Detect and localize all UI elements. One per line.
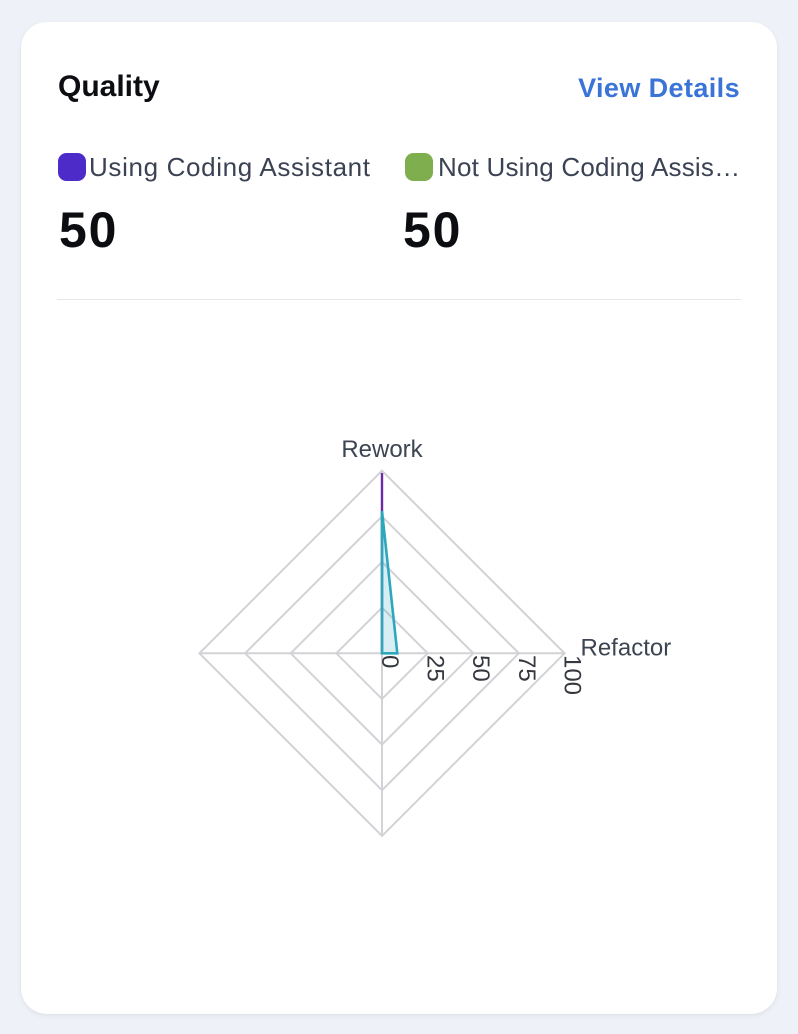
svg-text:Refactor: Refactor (581, 635, 672, 662)
svg-text:0: 0 (376, 655, 403, 668)
svg-text:25: 25 (422, 655, 449, 682)
svg-text:50: 50 (467, 655, 494, 682)
svg-text:Rework: Rework (341, 436, 423, 463)
svg-text:100: 100 (558, 655, 585, 695)
svg-text:75: 75 (513, 655, 540, 682)
